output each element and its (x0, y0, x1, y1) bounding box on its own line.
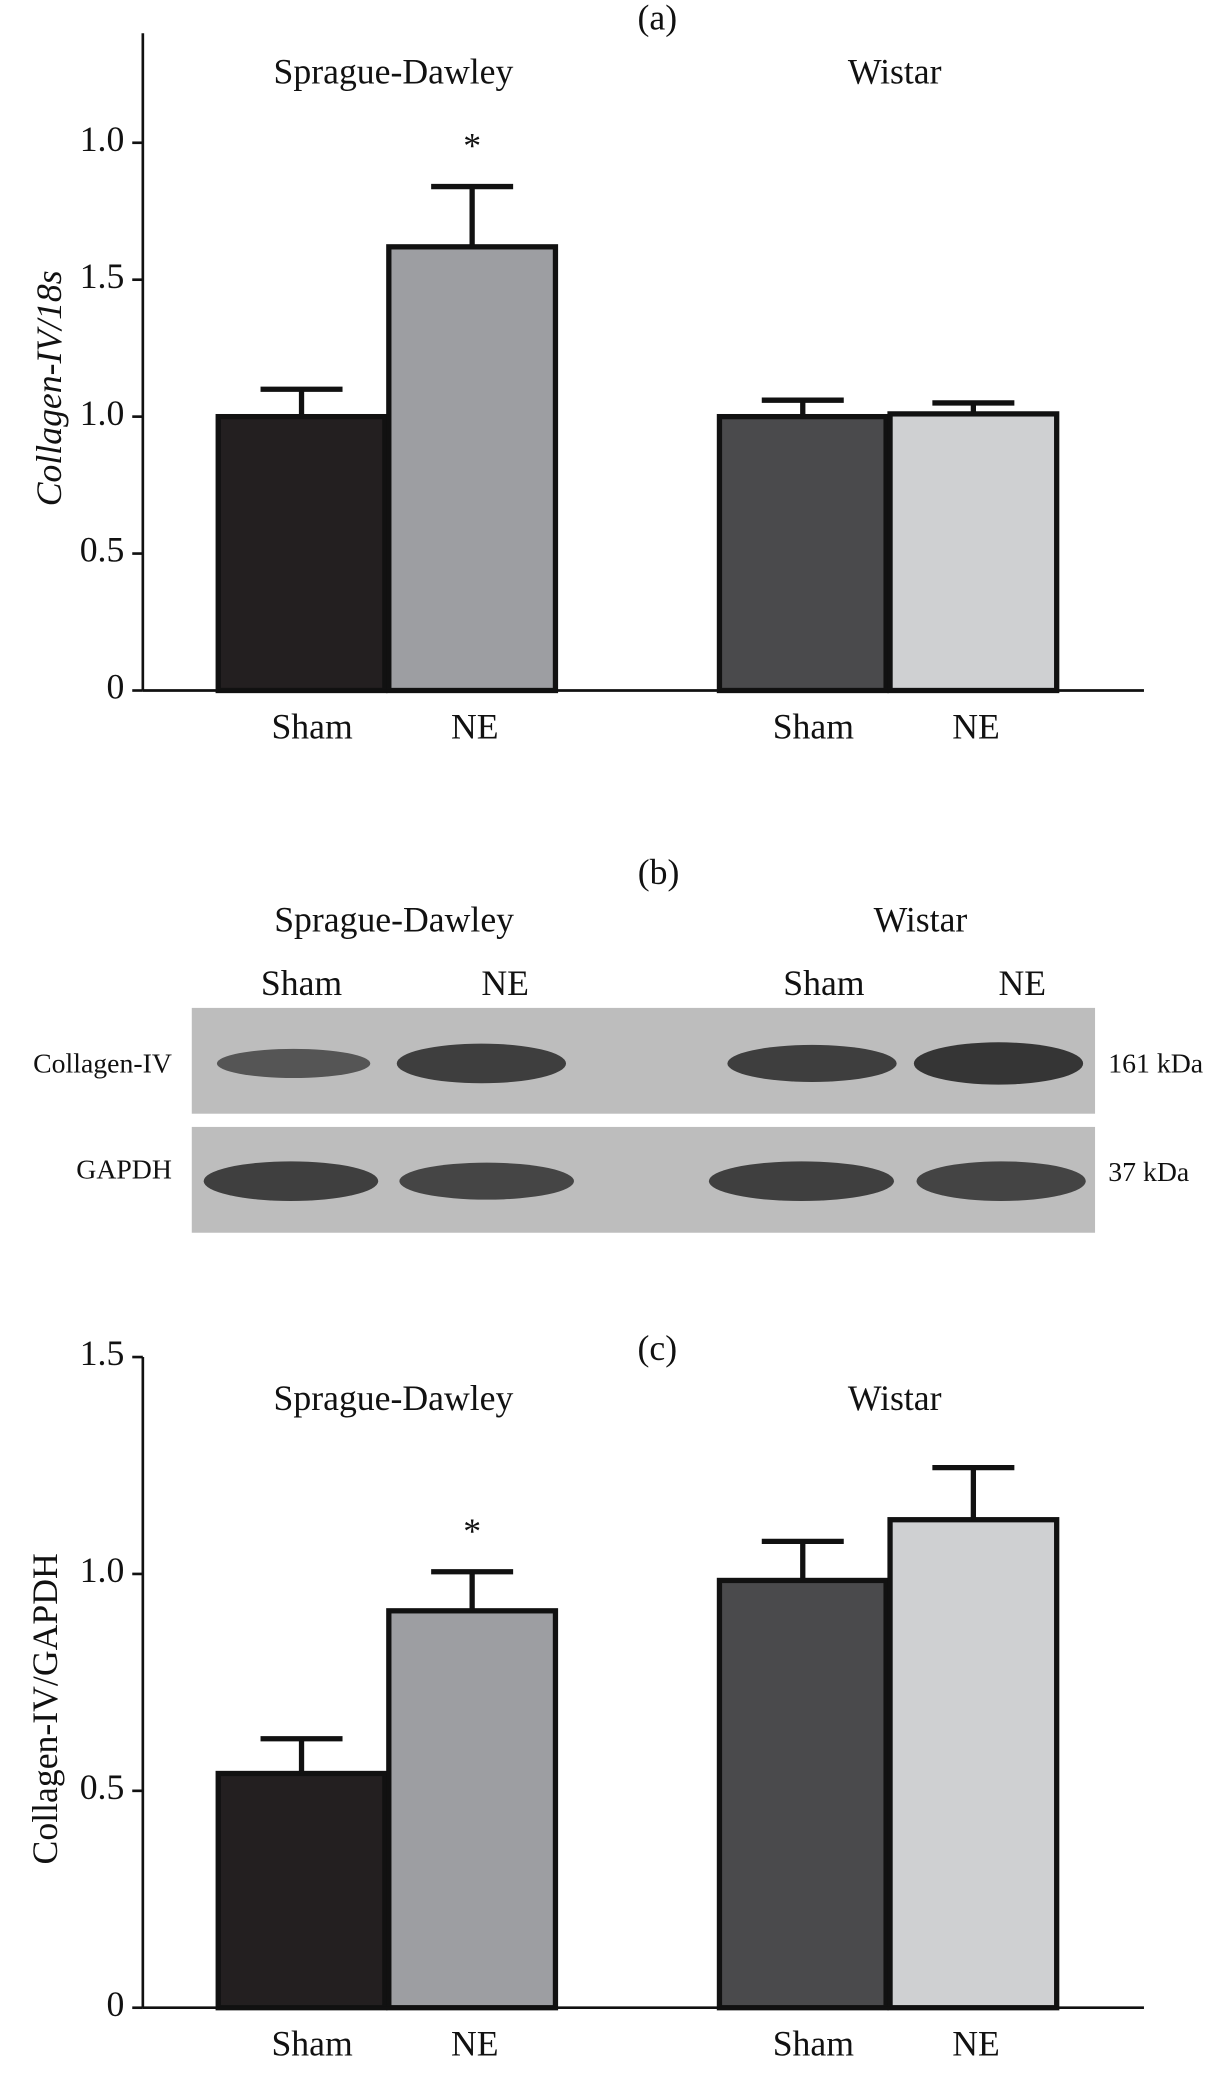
row-label: GAPDH (76, 1154, 172, 1185)
lane-label: NE (481, 963, 529, 1003)
significance-mark: * (463, 1511, 481, 1551)
group-label: Wistar (848, 1378, 942, 1418)
band (203, 1161, 379, 1201)
x-tick-label: Sham (271, 706, 353, 746)
chart: (c) Collagen-IV/GAPDH 0 0.5 1.0 1.5 Sham NE * Sha… (25, 1328, 1144, 2064)
panel-title: (b) (638, 852, 680, 892)
bar (215, 413, 388, 694)
row-label: Collagen-IV (33, 1048, 172, 1079)
x-tick-label: Sham (773, 2024, 855, 2064)
x-tick-label: NE (952, 2024, 1000, 2064)
x-tick-label: Sham (271, 2024, 353, 2064)
band (727, 1044, 897, 1082)
y-tick-label: 0.5 (80, 530, 125, 570)
bar (887, 1517, 1060, 2011)
size-label: 37 kDa (1108, 1157, 1189, 1188)
group-label: Sprague-Dawley (274, 899, 514, 939)
y-tick-label: 1.0 (80, 119, 125, 159)
group-label: Wistar (874, 899, 968, 939)
group-label: Wistar (848, 52, 942, 92)
size-label: 161 kDa (1108, 1048, 1203, 1079)
lane-label: Sham (261, 963, 343, 1003)
group-label: Sprague-Dawley (274, 1378, 514, 1418)
lane-label: Sham (783, 963, 865, 1003)
x-tick-label: NE (451, 706, 499, 746)
lane-label: NE (999, 963, 1047, 1003)
bar (887, 411, 1060, 694)
band (216, 1048, 371, 1078)
y-tick-label: 1.0 (80, 1550, 125, 1590)
y-tick-label: 1.0 (80, 393, 125, 433)
band (399, 1162, 574, 1200)
y-tick-label: 0.5 (80, 1767, 125, 1807)
group-label: Sprague-Dawley (274, 52, 514, 92)
significance-mark: * (463, 126, 481, 166)
x-tick-label: Sham (773, 706, 855, 746)
band (916, 1161, 1086, 1201)
x-tick-label: NE (952, 706, 1000, 746)
y-axis-label: Collagen-IV/GAPDH (25, 1553, 65, 1864)
y-tick-label: 0 (106, 667, 124, 707)
bar (215, 1770, 388, 2011)
y-axis-label: Collagen-IV/18s (29, 270, 69, 506)
bar (386, 1608, 559, 2011)
chart: (a) Collagen-IV/18s 0 0.5 1.0 1.5 1.0 Sham NE * Sh… (29, 0, 1144, 746)
blot-panel: (b) Sprague-Dawley Wistar Sham NE Sham N… (33, 852, 1203, 1233)
band (396, 1043, 567, 1084)
band (708, 1161, 895, 1201)
y-tick-label: 1.5 (80, 1333, 125, 1373)
y-tick-label: 0 (106, 1984, 124, 2024)
bar (386, 244, 559, 694)
panel-title: (c) (637, 1328, 677, 1368)
y-tick-label: 1.5 (80, 256, 125, 296)
band (913, 1042, 1084, 1085)
bar (716, 413, 889, 694)
bar (716, 1577, 889, 2011)
x-tick-label: NE (451, 2024, 499, 2064)
panel-title: (a) (637, 0, 677, 37)
